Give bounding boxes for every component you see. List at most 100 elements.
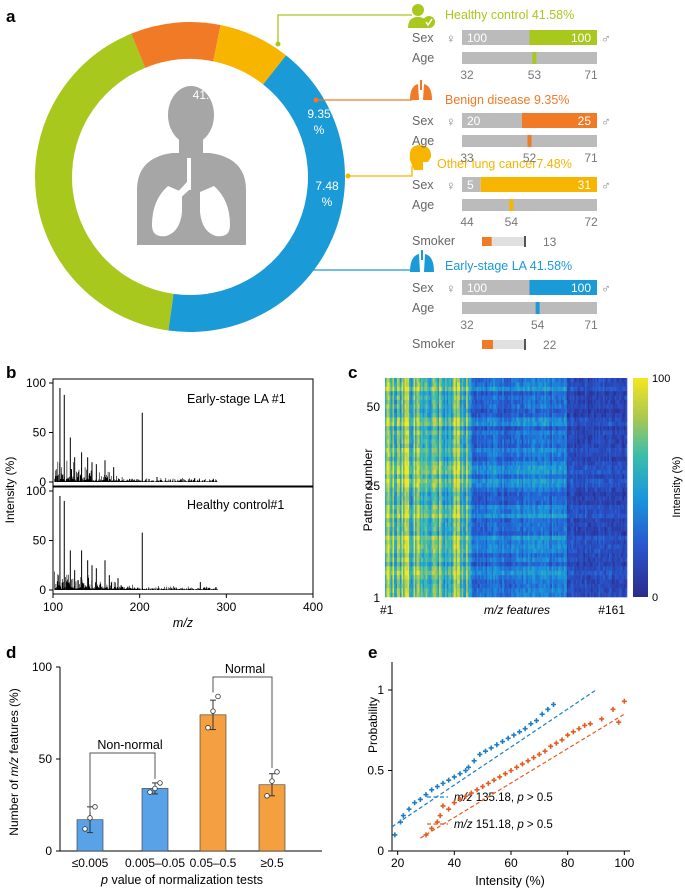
heatmap-cell [404,566,407,572]
heatmap-cell [482,456,485,462]
heatmap-cell [466,404,468,409]
heatmap-cell [485,505,488,510]
heatmap-cell [395,391,398,396]
heatmap-cell [470,548,473,554]
heatmap-cell [394,526,396,532]
heatmap-cell [460,469,462,475]
heatmap-cell [458,421,461,427]
heatmap-cell [430,553,432,558]
heatmap-cell [485,474,488,480]
heatmap-cell [529,478,532,484]
heatmap-cell [479,592,482,598]
heatmap-cell [460,399,462,405]
heatmap-cell [431,579,434,585]
heatmap-cell [407,592,410,598]
heatmap-cell [395,439,398,444]
heatmap-cell [449,531,452,536]
heatmap-cell [508,500,511,506]
heatmap-cell [406,500,408,506]
heatmap-cell [418,421,420,427]
heatmap-cell [473,456,476,462]
heatmap-cell [524,557,527,563]
heatmap-cell [404,513,407,519]
heatmap-cell [484,404,486,409]
heatmap-cell [398,413,401,418]
heatmap-cell [413,395,416,401]
heatmap-cell [503,500,506,506]
heatmap-cell [452,448,455,453]
heatmap-cell [385,557,387,563]
heatmap-cell [454,408,456,414]
heatmap-cell [392,434,395,440]
heatmap-cell [418,491,420,497]
heatmap-cell [490,531,493,536]
heatmap-cell [521,588,524,593]
sex-label: Sex [412,178,434,192]
heatmap-cell [398,505,401,510]
heatmap-cell [430,465,432,471]
heatmap-cell [409,487,411,493]
heatmap-cell [442,548,444,554]
heatmap-cell [464,509,467,515]
heatmap-cell [437,570,440,576]
heatmap-cell [398,404,401,409]
heatmap-cell [461,474,464,480]
heatmap-cell [448,430,450,436]
heatmap-cell [526,540,529,545]
heatmap-cell [416,583,419,589]
heatmap-cell [526,553,529,558]
heatmap-cell [485,575,488,580]
heatmap-cell [404,483,407,488]
heatmap-cell [487,544,490,550]
heatmap-cell [440,531,443,536]
heatmap-cell [440,548,443,554]
heatmap-cell [398,535,401,541]
heatmap-cell [458,509,461,515]
heatmap-cell [431,526,434,532]
heatmap-cell [493,540,496,545]
heatmap-cell [418,500,420,506]
heatmap-cell [386,588,389,593]
heatmap-cell [457,430,459,436]
heatmap-cell [418,557,420,563]
heatmap-cell [467,417,470,423]
heatmap-cell [400,583,402,589]
heatmap-cell [457,531,459,536]
heatmap-cell [424,531,426,536]
heatmap-cell [472,465,474,471]
heatmap-cell [392,382,395,388]
heatmap-cell [484,461,486,466]
heatmap-cell [434,588,437,593]
heatmap-cell [493,483,496,488]
heatmap-cell [508,443,511,449]
heatmap-cell [443,448,446,453]
heatmap-cell [461,592,464,598]
heatmap-cell [496,448,499,453]
heatmap-cell [466,386,468,392]
heatmap-cell [484,395,486,401]
heatmap-cell [442,561,444,567]
heatmap-cell [419,553,422,558]
heatmap-cell [409,456,411,462]
heatmap-cell [394,395,396,401]
heatmap-cell [395,430,398,436]
heatmap-cell [494,513,497,519]
heatmap-cell [454,592,456,598]
heatmap-cell [455,509,458,515]
heatmap-cell [412,430,414,436]
heatmap-cell [413,382,416,388]
heatmap-cell [428,378,431,383]
heatmap-cell [490,461,493,466]
heatmap-cell [458,491,461,497]
heatmap-cell [523,583,526,589]
heatmap-cell [392,456,395,462]
heatmap-cell [442,478,444,484]
heatmap-cell [515,469,518,475]
heatmap-cell [413,478,416,484]
heatmap-cell [424,386,426,392]
heatmap-cell [403,588,405,593]
heatmap-cell [464,513,467,519]
heatmap-cell [416,566,419,572]
heatmap-cell [461,526,464,532]
heatmap-cell [455,522,458,528]
